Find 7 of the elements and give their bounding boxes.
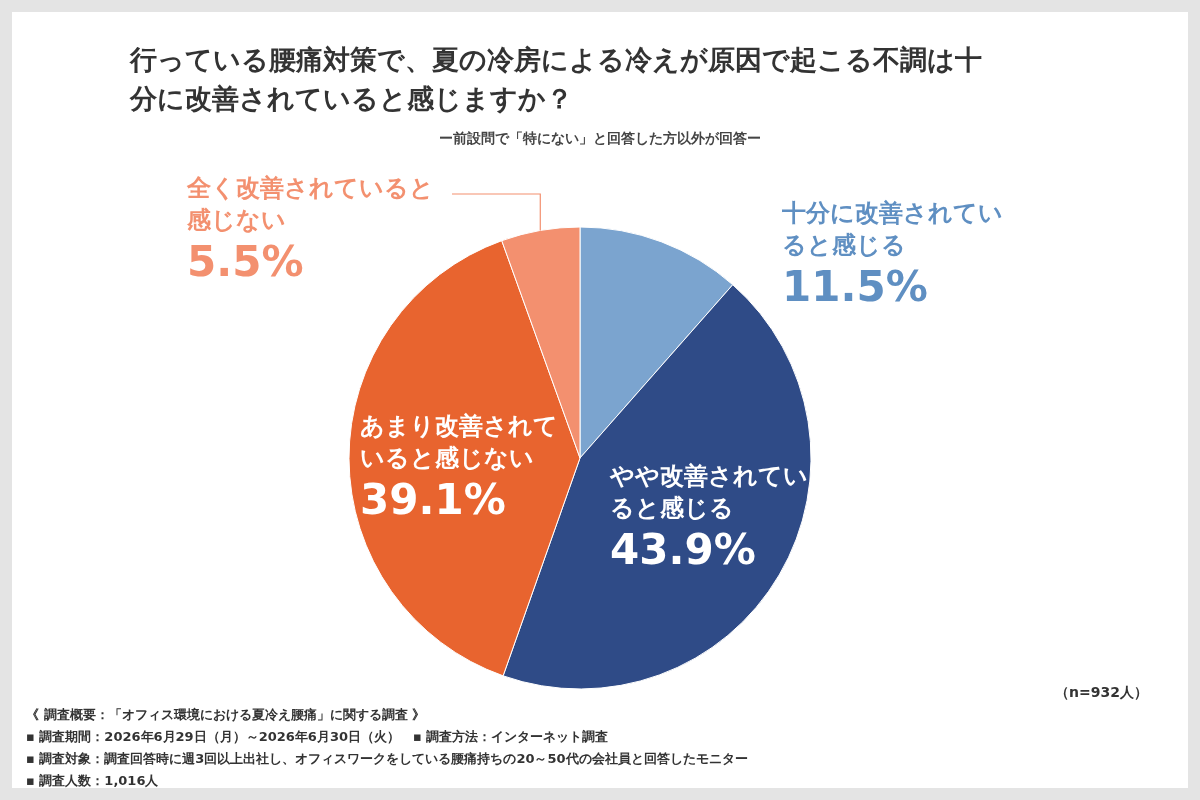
subtitle: ー前設問で「特にない」と回答した方以外が回答ー [438,130,762,148]
annotation: ▪ 調査期間：2026年6月29日（月）～2026年6月30日（火） ▪ 調査方法：インターネット調査 [26,728,609,746]
title: 行っている腰痛対策で、夏の冷房による冷えが原因で起こる不調は十分に改善されていると感じますか？ [130,43,983,117]
annotation: （n=932人） [1055,684,1148,702]
annotation: 《 調査概要：「オフィス環境における夏冷え腰痛」に関する調査 》 [26,706,426,724]
annotation: ▪ 調査人数：1,016人 [26,772,159,790]
annotation: ▪ 調査対象：調査回答時に週3回以上出社し、オフィスワークをしている腰痛持ちの20～50代の会社員と回答したモニター [26,750,748,768]
